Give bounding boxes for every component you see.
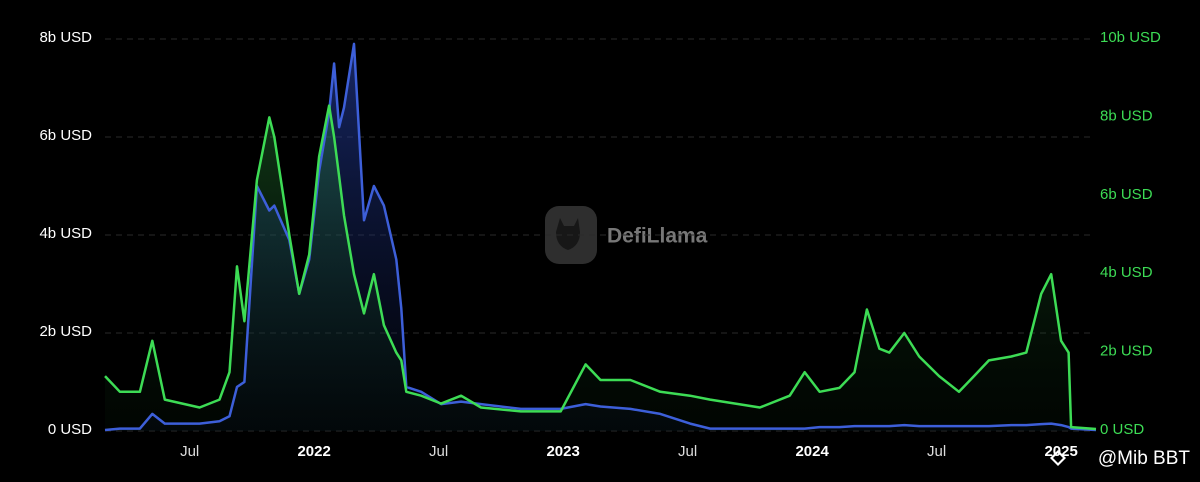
y2-tick-label: 6b USD	[1100, 186, 1153, 203]
x-tick-label: Jul	[180, 443, 199, 460]
area	[105, 105, 1096, 431]
y2-tick-label: 8b USD	[1100, 107, 1153, 124]
x-tick-label: 2025	[1044, 443, 1077, 460]
y-tick-label: 0 USD	[48, 421, 92, 438]
y2-tick-label: 2b USD	[1100, 343, 1153, 360]
y-tick-label: 2b USD	[39, 323, 92, 340]
x-tick-label: Jul	[429, 443, 448, 460]
y2-tick-label: 0 USD	[1100, 421, 1144, 438]
y2-tick-label: 4b USD	[1100, 264, 1153, 281]
line	[104, 104, 1097, 431]
line	[104, 42, 1097, 432]
x-tick-label: 2024	[795, 443, 829, 460]
watermark: DefiLlama	[607, 225, 708, 248]
plot-area: 0 USD 2b USD 4b USD 6b USD 8b USD 0 USD 2b USD…	[39, 29, 1161, 460]
x-tick-label: 2022	[297, 443, 330, 460]
y-tick-label: 6b USD	[39, 127, 92, 144]
credit-icon	[1050, 450, 1066, 466]
x-tick-label: Jul	[927, 443, 946, 460]
credit: @Mib BBT	[1098, 448, 1191, 469]
x-tick-label: 2023	[546, 443, 579, 460]
y2-tick-label: 10b USD	[1100, 29, 1161, 46]
y-tick-label: 4b USD	[39, 225, 92, 242]
y-tick-label: 8b USD	[39, 29, 92, 46]
x-tick-label: Jul	[678, 443, 697, 460]
